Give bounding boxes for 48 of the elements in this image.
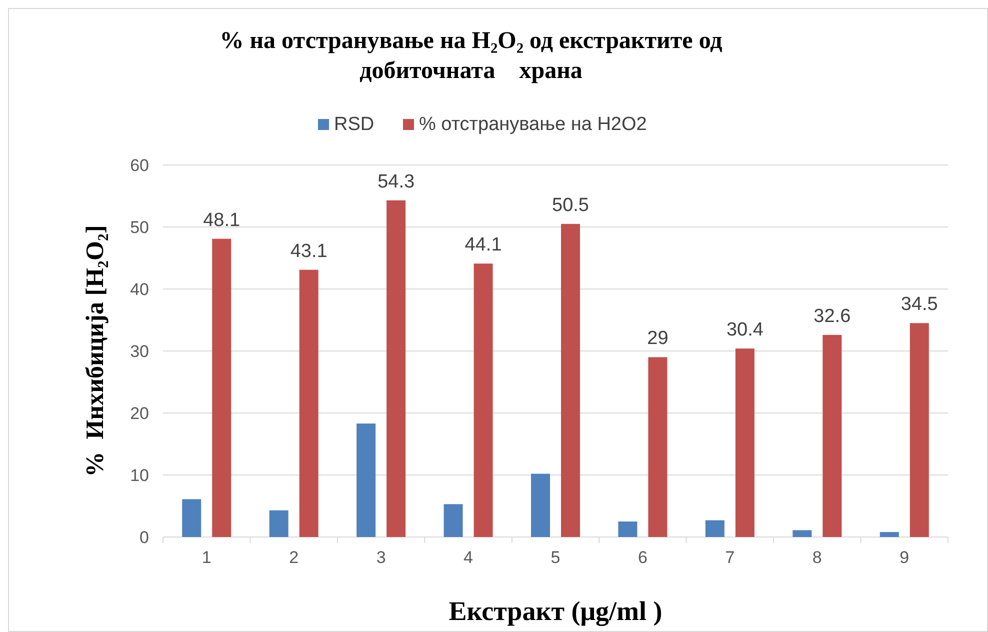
y-tick-label: 0 [140,528,149,547]
bar [269,510,288,537]
bar [618,522,638,537]
bar [212,238,232,537]
data-label: 43.1 [290,240,328,262]
y-tick-label: 60 [130,156,149,175]
x-tick-label: 7 [725,548,735,567]
y-tick-label: 40 [130,280,149,299]
data-label: 44.1 [464,234,502,256]
x-tick-label: 6 [638,548,648,567]
data-label: 50.5 [552,194,589,216]
data-label: 32.6 [814,306,851,327]
bar [386,200,406,537]
bar [444,504,463,537]
bar [792,530,812,537]
bar [182,499,202,537]
x-tick-label: 9 [900,548,910,567]
data-label: 34.5 [900,294,938,316]
x-tick-label: 5 [550,548,560,567]
bar [705,520,724,537]
bar [910,323,929,537]
data-label: 30.4 [726,320,764,341]
data-label: 54.3 [378,171,415,192]
data-label: 29 [647,328,668,350]
bar [531,474,550,537]
bar [822,334,842,537]
y-tick-label: 30 [130,342,149,361]
y-tick-label: 10 [130,466,149,485]
y-tick-label: 20 [130,404,149,423]
bar [561,224,580,537]
bar [299,270,318,537]
bar [356,424,376,537]
bar [880,532,899,537]
bar [735,348,754,537]
y-tick-label: 50 [130,218,149,237]
x-axis-title: Екстракт (μg/ml ) [448,596,662,626]
chart-title: % на отстранување на H₂O₂ од екстрактите од добиточната храна [220,28,722,84]
x-tick-label: 1 [202,548,212,567]
x-tick-label: 4 [464,548,474,567]
legend-label: RSD [334,114,374,135]
bar [474,264,493,537]
legend-label: % отстранување на H2O2 [419,114,647,135]
x-tick-label: 8 [812,548,822,567]
x-tick-label: 2 [289,548,299,567]
x-tick-label: 3 [376,548,386,567]
bar [648,357,668,537]
data-label: 48.1 [203,210,240,231]
y-axis-title: % Инхибиција [H₂O₂] [82,225,109,477]
